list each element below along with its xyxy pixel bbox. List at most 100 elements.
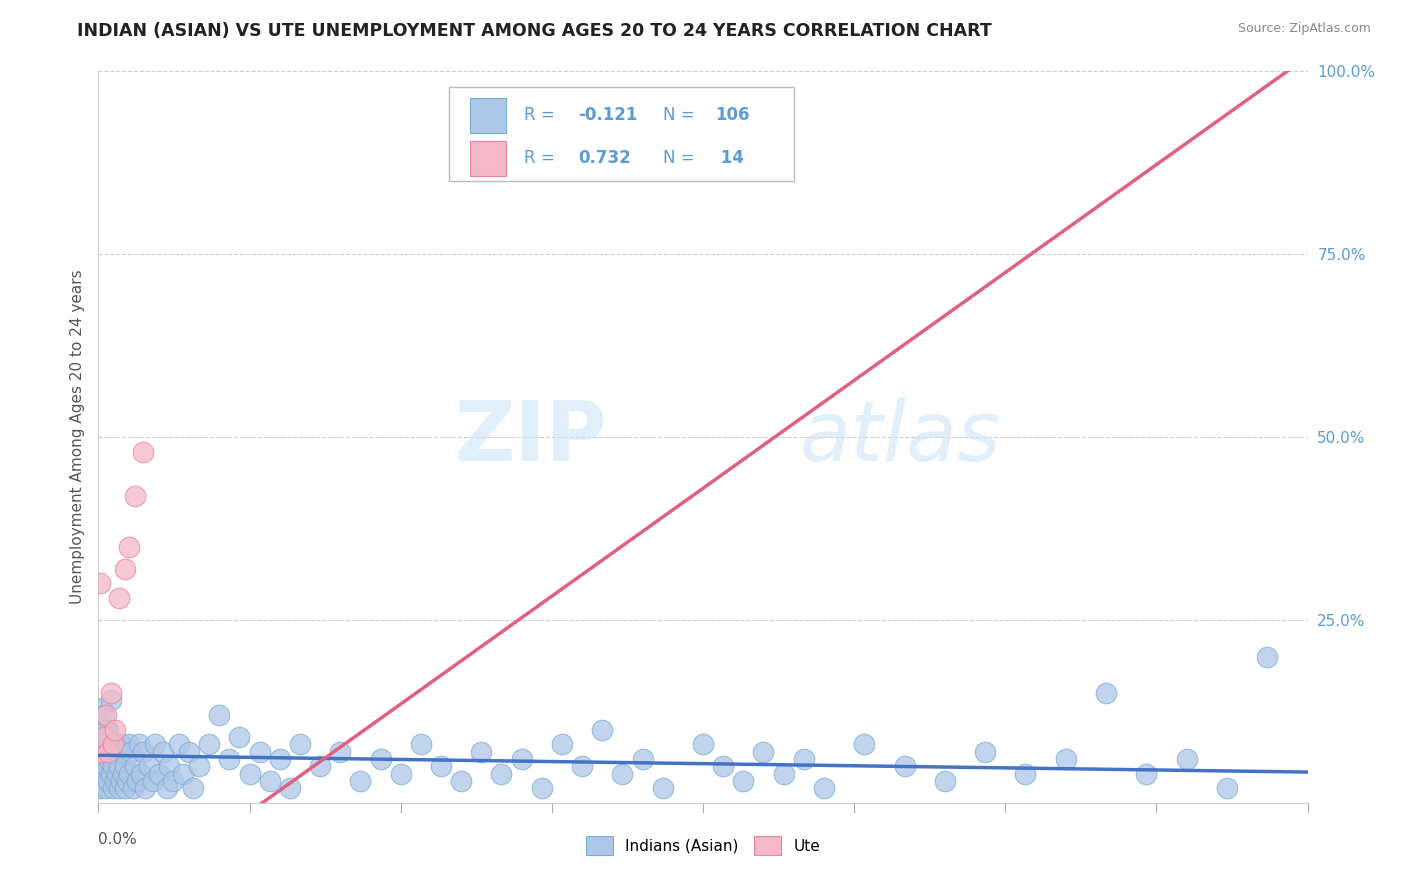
Text: INDIAN (ASIAN) VS UTE UNEMPLOYMENT AMONG AGES 20 TO 24 YEARS CORRELATION CHART: INDIAN (ASIAN) VS UTE UNEMPLOYMENT AMONG… (77, 22, 993, 40)
Point (142, 773, 165, 788)
Text: 14: 14 (716, 150, 744, 168)
Point (93, 730, 115, 744)
Point (89, 737, 111, 751)
Point (132, 444, 155, 458)
Point (89, 715, 111, 730)
Point (91, 745, 114, 759)
Point (974, 745, 997, 759)
Point (571, 759, 593, 773)
Point (692, 737, 714, 751)
Point (772, 766, 794, 780)
Point (93, 708, 115, 723)
Point (1135, 766, 1157, 780)
Point (208, 708, 231, 723)
Point (309, 759, 332, 773)
Point (124, 489, 146, 503)
Point (124, 759, 146, 773)
Point (93, 773, 115, 788)
Point (491, 766, 513, 780)
Text: ZIP: ZIP (454, 397, 606, 477)
Point (551, 737, 574, 751)
Point (134, 781, 156, 796)
Point (530, 781, 553, 796)
Text: R =: R = (524, 106, 560, 124)
Point (97, 723, 120, 737)
Point (1095, 686, 1118, 700)
Point (1175, 752, 1198, 766)
Text: atlas: atlas (800, 397, 1001, 477)
Point (97, 773, 120, 788)
Point (128, 737, 150, 751)
Point (105, 745, 128, 759)
Point (120, 745, 142, 759)
Point (100, 766, 122, 780)
Point (470, 745, 492, 759)
Point (101, 737, 124, 751)
Point (651, 781, 673, 796)
Point (349, 773, 371, 788)
Point (118, 766, 141, 780)
Point (89, 745, 111, 759)
Point (143, 737, 166, 751)
Point (103, 737, 125, 751)
Point (591, 723, 613, 737)
Bar (470, 98, 506, 133)
Point (118, 540, 141, 554)
Point (97, 730, 120, 744)
Point (101, 759, 124, 773)
Point (114, 781, 136, 796)
Point (450, 773, 472, 788)
Point (100, 686, 122, 700)
Bar (470, 141, 506, 176)
Point (156, 781, 179, 796)
Point (105, 766, 128, 780)
Point (96, 759, 118, 773)
Point (129, 766, 152, 780)
Text: R =: R = (524, 150, 560, 168)
Point (181, 781, 204, 796)
Point (96, 708, 118, 723)
Point (115, 773, 138, 788)
Point (162, 773, 184, 788)
Point (228, 730, 250, 744)
Point (89, 576, 111, 591)
Point (111, 766, 134, 780)
Text: N =: N = (664, 150, 700, 168)
Point (132, 745, 155, 759)
Point (121, 781, 143, 796)
Text: 106: 106 (716, 106, 749, 124)
Point (93, 752, 115, 766)
Text: 0.0%: 0.0% (98, 832, 138, 847)
Point (96, 723, 118, 737)
Point (91, 766, 114, 780)
Point (118, 737, 141, 751)
Point (100, 693, 122, 707)
Point (91, 700, 114, 714)
Point (389, 766, 412, 780)
Point (1216, 781, 1239, 796)
Point (96, 781, 118, 796)
Legend: Indians (Asian), Ute: Indians (Asian), Ute (579, 830, 827, 861)
Point (278, 781, 301, 796)
Point (249, 745, 271, 759)
Point (370, 752, 392, 766)
Text: -0.121: -0.121 (578, 106, 638, 124)
Point (288, 737, 311, 751)
Point (752, 745, 775, 759)
Text: 0.732: 0.732 (578, 150, 631, 168)
Point (107, 591, 129, 605)
Point (612, 766, 634, 780)
Point (853, 737, 876, 751)
Point (711, 759, 734, 773)
Point (110, 737, 132, 751)
Point (179, 745, 201, 759)
Point (259, 773, 281, 788)
Point (733, 773, 755, 788)
Point (1054, 752, 1077, 766)
Point (100, 745, 122, 759)
Point (329, 745, 352, 759)
Point (114, 562, 136, 576)
Point (110, 773, 132, 788)
Point (111, 745, 134, 759)
Point (239, 766, 262, 780)
